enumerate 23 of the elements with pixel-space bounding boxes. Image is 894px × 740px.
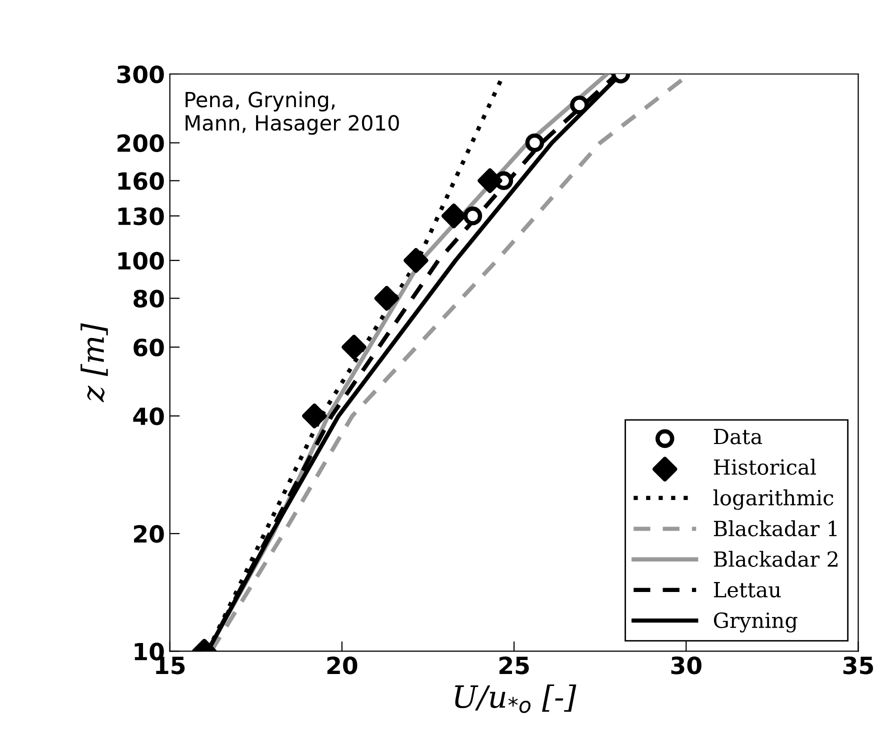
y-tick-label: 300 — [117, 65, 164, 84]
x-axis-title: U/u$_{*o}$ [-] — [455, 684, 576, 713]
legend-label: Historical — [714, 458, 816, 475]
y-axis-title: z [m] — [80, 323, 108, 402]
legend-label: Lettau — [714, 582, 781, 598]
legend-label: logarithmic — [713, 489, 834, 510]
x-tick-label: 30 — [671, 656, 702, 674]
y-tick-label: 60 — [134, 338, 164, 356]
legend-label: Gryning — [714, 612, 798, 632]
y-tick-label: 130 — [118, 207, 164, 226]
x-tick-label: 20 — [327, 656, 358, 674]
legend-label: Blackadar 2 — [714, 550, 838, 567]
y-tick-label: 80 — [134, 290, 164, 308]
y-tick-label: 20 — [134, 525, 164, 543]
x-tick-label: 25 — [499, 656, 529, 674]
legend-label: Blackadar 1 — [714, 520, 837, 536]
y-tick-label: 40 — [133, 407, 164, 426]
x-tick-label: 35 — [843, 656, 874, 674]
y-tick-label: 100 — [118, 252, 164, 270]
legend-label: Data — [714, 428, 762, 444]
y-tick-label: 200 — [118, 134, 164, 152]
y-tick-label: 160 — [118, 172, 164, 190]
annotation: Pena, Gryning, Mann, Hasager 2010 — [186, 91, 399, 135]
